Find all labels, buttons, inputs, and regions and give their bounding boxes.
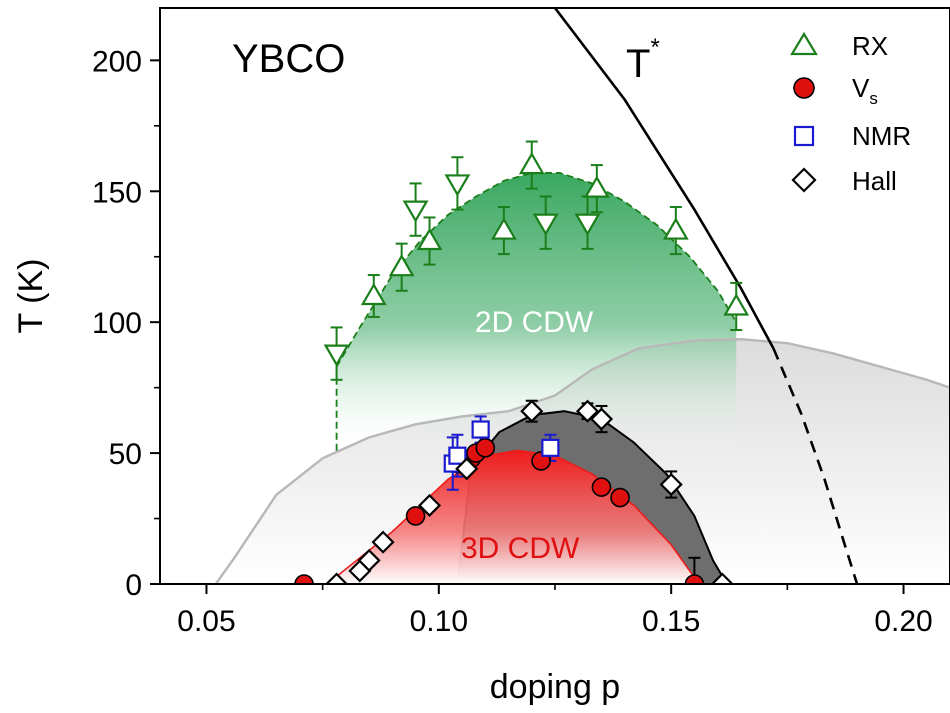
y-tick-label: 150 <box>92 176 142 209</box>
cdw3d-area <box>327 450 700 584</box>
legend-vs-label: Vs <box>852 73 878 108</box>
marker-rx <box>518 151 545 175</box>
x-tick-label: 0.05 <box>177 605 235 638</box>
marker-hall <box>371 530 395 554</box>
marker-rx <box>416 227 443 251</box>
marker-vs <box>405 506 426 526</box>
y-tick-label: 0 <box>125 569 142 602</box>
x-axis-title: doping p <box>490 668 620 706</box>
y-tick-label: 200 <box>92 45 142 78</box>
legend-vs-label-main: V <box>852 73 870 103</box>
cdw2d-label: 2D CDW <box>475 306 594 339</box>
marker-vs <box>591 477 612 497</box>
marker-rx <box>662 217 689 240</box>
tstar-line-dashed <box>772 347 859 584</box>
marker-rx <box>490 217 517 240</box>
marker-rx <box>360 282 387 306</box>
legend-rx-label: RX <box>852 31 888 61</box>
x-tick-label: 0.10 <box>410 605 468 638</box>
tstar-label-sup: * <box>650 34 659 61</box>
legend-hall-marker <box>791 167 817 193</box>
marker-vs <box>684 574 705 584</box>
legend-rx-marker <box>790 31 818 56</box>
y-tick-label: 50 <box>109 438 142 471</box>
marker-rx-tonset <box>444 174 471 197</box>
marker-vs <box>610 487 630 508</box>
tstar-label: T* <box>626 34 660 86</box>
marker-hall <box>325 572 349 584</box>
marker-hall <box>455 457 479 481</box>
chart-title: YBCO <box>232 37 345 81</box>
y-tick-label: 100 <box>92 307 142 340</box>
marker-vs <box>475 438 496 458</box>
legend-vs-label-sub: s <box>869 89 878 108</box>
marker-hall <box>520 399 544 423</box>
marker-vs <box>294 574 314 584</box>
marker-hall <box>589 407 614 431</box>
marker-rx-tonset <box>574 213 601 236</box>
marker-rx <box>388 254 415 277</box>
legend-nmr-marker <box>793 125 815 147</box>
legend-nmr-label: NMR <box>852 121 911 151</box>
marker-rx-tonset <box>402 200 429 223</box>
legend-vs-marker <box>793 77 815 99</box>
marker-nmr <box>448 446 467 465</box>
cdw3d-label: 3D CDW <box>461 532 580 565</box>
legend: RX Vs NMR Hall <box>790 31 911 196</box>
legend-hall-label: Hall <box>852 166 897 196</box>
marker-rx-tonset <box>532 213 559 236</box>
marker-nmr <box>471 420 490 439</box>
marker-hall <box>575 399 600 423</box>
marker-rx <box>723 293 750 316</box>
tstar-label-main: T <box>626 42 650 86</box>
marker-hall <box>417 493 442 518</box>
marker-hall <box>710 572 734 584</box>
marker-nmr <box>541 438 560 457</box>
marker-hall <box>357 548 381 572</box>
tstar-line <box>553 8 775 349</box>
y-axis-title: T (K) <box>12 259 50 334</box>
marker-rx <box>583 175 610 198</box>
x-tick-label: 0.20 <box>874 605 932 638</box>
marker-hall <box>659 472 683 497</box>
marker-rx-tonset <box>323 344 350 367</box>
tc-dome-line <box>214 337 950 584</box>
x-tick-label: 0.15 <box>642 605 700 638</box>
